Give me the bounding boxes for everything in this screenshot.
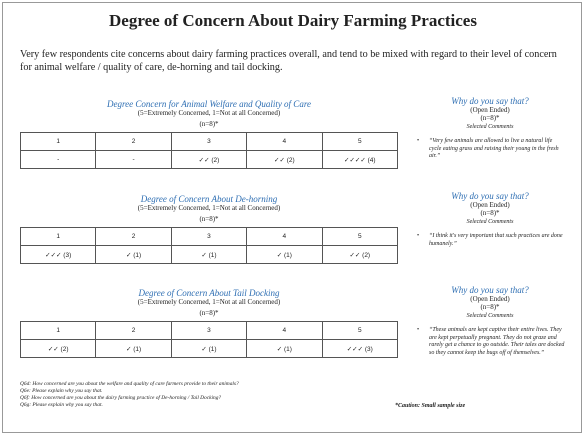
side-n: (n=8)* bbox=[480, 114, 500, 122]
title: Degree of Concern About Dairy Farming Pr… bbox=[109, 11, 477, 30]
section: Degree of Concern About Tail Docking (5=E… bbox=[19, 288, 399, 358]
section-heading: Degree of Concern About De-horning bbox=[140, 194, 278, 204]
table-row: ✓✓✓ (3) ✓ (1) ✓ (1) ✓ (1) ✓✓ (2) bbox=[19, 245, 399, 264]
comment: “Very few animals are allowed to live a … bbox=[415, 138, 565, 161]
table-cell: 3 bbox=[170, 321, 248, 340]
sample-size: (n=8)* bbox=[199, 215, 219, 223]
side-n: (n=8)* bbox=[480, 303, 500, 311]
table-cell: 3 bbox=[170, 132, 248, 151]
table-cell: ✓✓ (2) bbox=[246, 150, 323, 169]
side-label: Selected Comments bbox=[466, 313, 514, 319]
side-n: (n=8)* bbox=[480, 209, 500, 217]
side-question: Why do you say that? bbox=[451, 191, 529, 201]
side-question: Why do you say that? bbox=[451, 285, 529, 295]
table-cell: ✓✓ (2) bbox=[19, 339, 97, 358]
intro: Very few respondents cite concerns about… bbox=[20, 49, 557, 73]
table-cell: 2 bbox=[95, 227, 172, 246]
table-cell: 3 bbox=[170, 227, 248, 246]
table: 1 2 3 4 5- - ✓✓ (2) ✓✓ (2) ✓✓✓✓ (4) bbox=[19, 132, 399, 169]
table-row: ✓✓ (2) ✓ (1) ✓ (1) ✓ (1) ✓✓✓ (3) bbox=[19, 339, 399, 358]
table-cell: - bbox=[95, 150, 172, 169]
table-cell: ✓ (1) bbox=[170, 245, 248, 264]
scale-note: (5=Extremely Concerned, 1=Not at all Con… bbox=[137, 298, 281, 306]
table-cell: ✓✓✓✓ (4) bbox=[321, 150, 399, 169]
sample-size: (n=8)* bbox=[199, 120, 219, 128]
side-panel: Why do you say that? (Open Ended) (n=8)* Se… bbox=[415, 191, 565, 248]
table-cell: - bbox=[19, 150, 97, 169]
table: 1 2 3 4 5 ✓✓✓ (3) ✓ (1) ✓ (1) ✓ (1) ✓✓ (2) bbox=[19, 227, 399, 264]
table-cell: ✓ (1) bbox=[246, 245, 323, 264]
table-cell: ✓ (1) bbox=[95, 245, 172, 264]
side-label: Selected Comments bbox=[466, 124, 514, 130]
table-cell: 1 bbox=[19, 227, 97, 246]
table-cell: ✓✓✓ (3) bbox=[19, 245, 97, 264]
table-cell: 2 bbox=[95, 132, 172, 151]
side-label: Selected Comments bbox=[466, 219, 514, 225]
table-cell: 5 bbox=[321, 321, 399, 340]
table-cell: ✓ (1) bbox=[170, 339, 248, 358]
side-type: (Open Ended) bbox=[470, 106, 510, 114]
footnote: Q6d: How concerned are you about the wel… bbox=[20, 381, 239, 387]
side-question: Why do you say that? bbox=[451, 96, 529, 106]
footnote: Q6f: How concerned are you about the dai… bbox=[20, 395, 222, 401]
scale-note: (5=Extremely Concerned, 1=Not at all Con… bbox=[137, 204, 281, 212]
section-heading: Degree of Concern About Tail Docking bbox=[138, 288, 280, 298]
comment: “I think it's very important that such p… bbox=[415, 233, 565, 248]
side-panel: Why do you say that? (Open Ended) (n=8)* Se… bbox=[415, 285, 565, 357]
slide: Degree of Concern About Dairy Farming Pr… bbox=[2, 2, 582, 433]
footnote: Q6g: Please explain why you say that. bbox=[20, 402, 103, 408]
table-cell: ✓✓✓ (3) bbox=[321, 339, 399, 358]
table-cell: 1 bbox=[19, 132, 97, 151]
table-cell: ✓ (1) bbox=[95, 339, 172, 358]
side-type: (Open Ended) bbox=[470, 201, 510, 209]
scale-note: (5=Extremely Concerned, 1=Not at all Con… bbox=[137, 109, 281, 117]
section: Degree of Concern About De-horning (5=Ext… bbox=[19, 194, 399, 264]
table-cell: ✓✓ (2) bbox=[321, 245, 399, 264]
side-type: (Open Ended) bbox=[470, 295, 510, 303]
table: 1 2 3 4 5 ✓✓ (2) ✓ (1) ✓ (1) ✓ (1) ✓✓✓ (3) bbox=[19, 321, 399, 358]
caution: *Caution: Small sample size bbox=[395, 403, 466, 409]
table-row: - - ✓✓ (2) ✓✓ (2) ✓✓✓✓ (4) bbox=[19, 150, 399, 169]
table-cell: 5 bbox=[321, 132, 399, 151]
table-cell: 1 bbox=[19, 321, 97, 340]
footnote: Q6e: Please explain why you say that. bbox=[20, 388, 103, 394]
comment: “These animals are kept captive their en… bbox=[415, 327, 565, 357]
footnotes: Q6d: How concerned are you about the wel… bbox=[20, 381, 239, 409]
sample-size: (n=8)* bbox=[199, 309, 219, 317]
table-cell: 4 bbox=[246, 321, 323, 340]
table-cell: 4 bbox=[246, 227, 323, 246]
table-cell: 5 bbox=[321, 227, 399, 246]
table-cell: 2 bbox=[95, 321, 172, 340]
section-heading: Degree Concern for Animal Welfare and Qu… bbox=[107, 99, 311, 109]
table-cell: ✓✓ (2) bbox=[170, 150, 248, 169]
side-panel: Why do you say that? (Open Ended) (n=8)* Se… bbox=[415, 96, 565, 161]
table-cell: ✓ (1) bbox=[246, 339, 323, 358]
table-cell: 4 bbox=[246, 132, 323, 151]
section: Degree Concern for Animal Welfare and Qu… bbox=[19, 99, 399, 169]
